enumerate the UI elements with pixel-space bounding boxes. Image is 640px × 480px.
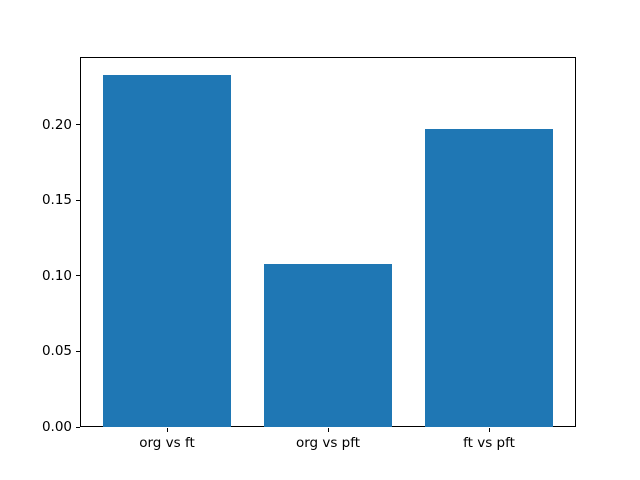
y-tick-label: 0.05 [41,343,72,360]
x-tick-mark [488,428,490,432]
y-tick-label: 0.00 [41,419,72,435]
bar-org-vs-pft [263,263,393,427]
y-tick-mark [76,350,80,352]
y-tick-mark [76,275,80,277]
x-tick-label: org vs pft [295,435,361,451]
y-tick-mark [76,426,80,428]
bar-org-vs-ft [102,74,232,427]
x-tick-mark [327,428,329,432]
y-tick-label: 0.20 [41,116,72,133]
y-tick-mark [76,124,80,126]
bar-ft-vs-pft [424,129,554,427]
x-tick-label: ft vs pft [463,435,515,451]
x-tick-label: org vs ft [139,435,195,451]
y-tick-mark [76,199,80,201]
x-tick-mark [166,428,168,432]
y-tick-label: 0.10 [41,267,72,284]
y-tick-label: 0.15 [41,192,72,209]
